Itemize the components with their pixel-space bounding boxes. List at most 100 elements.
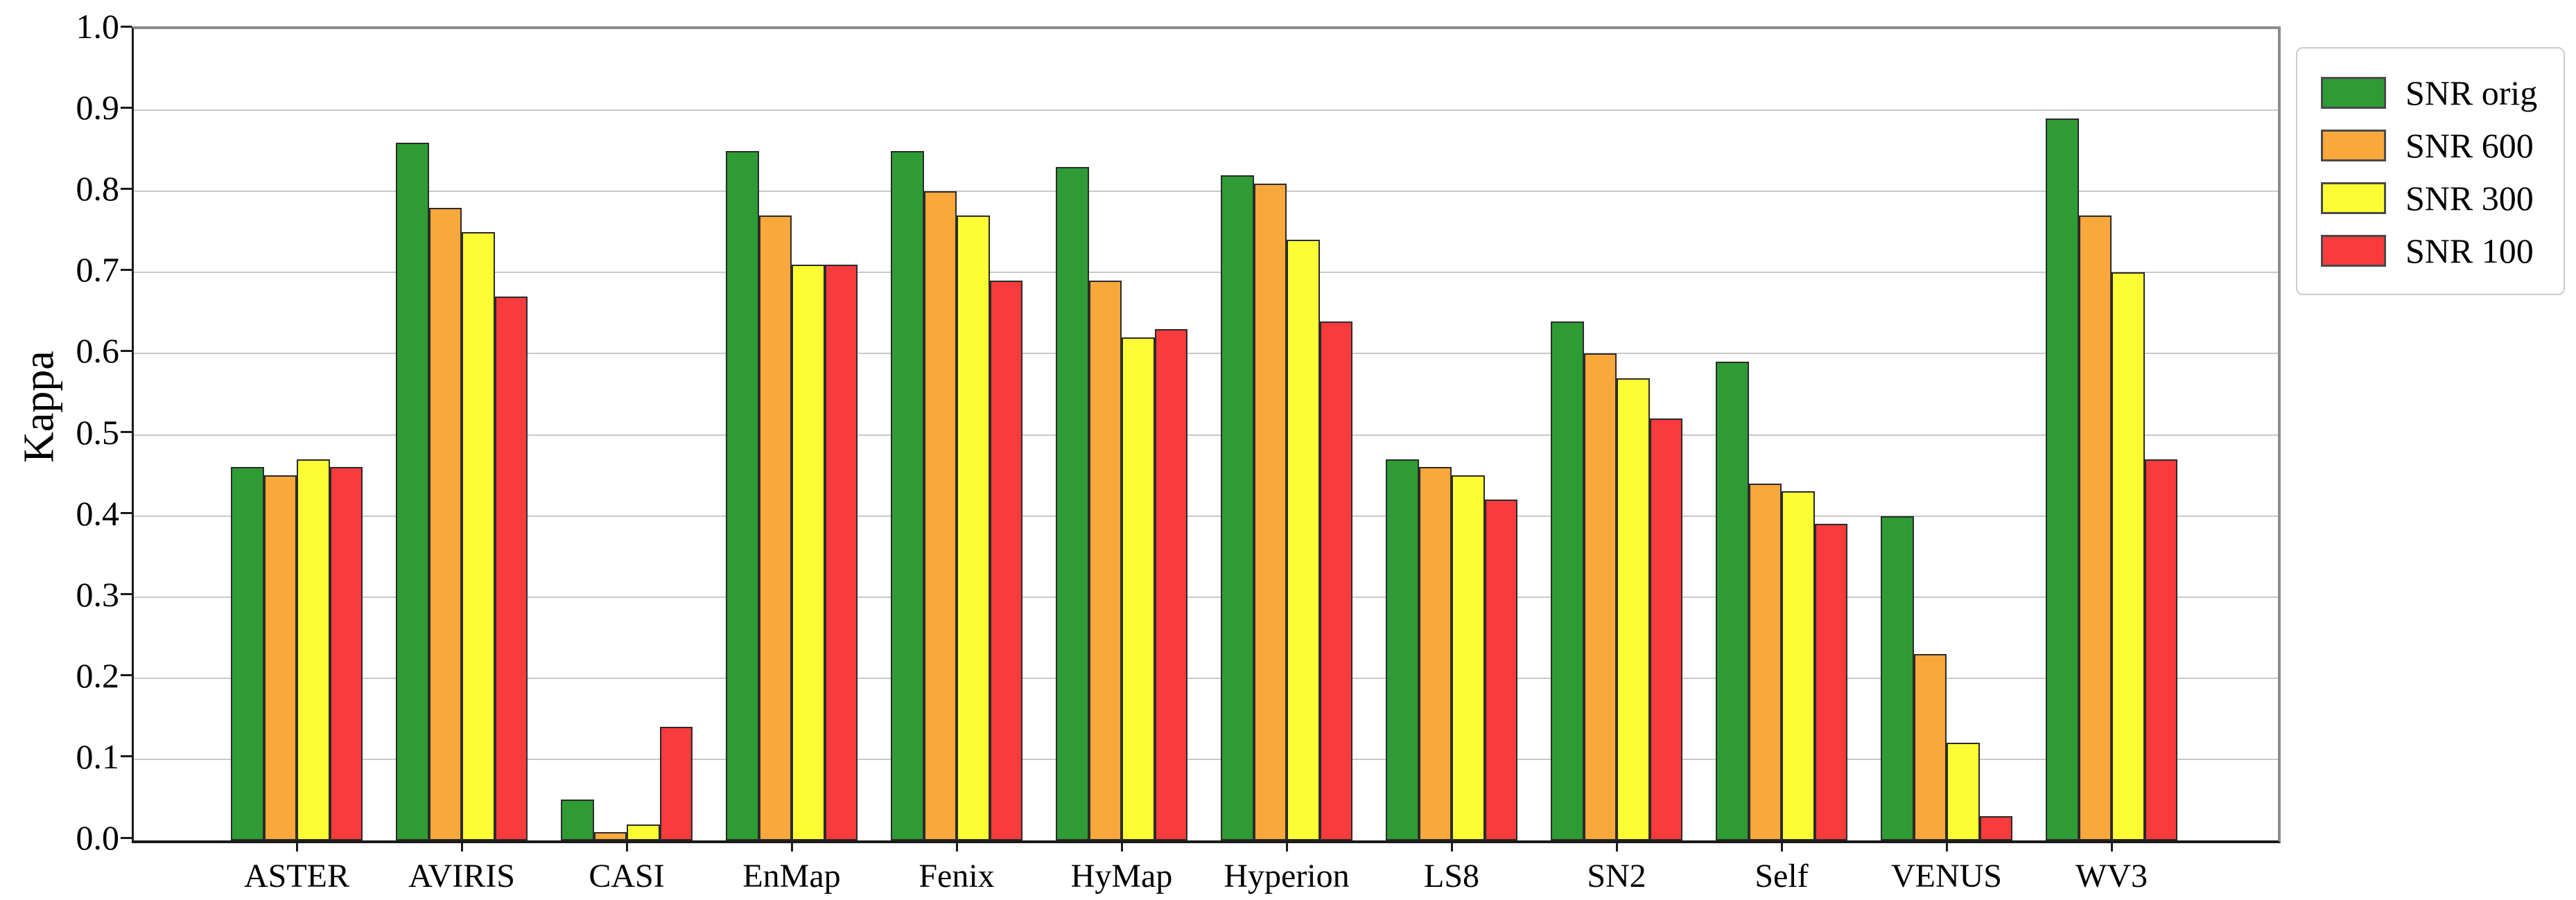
xtick-label-WV3: WV3 bbox=[2075, 858, 2148, 894]
bar-HyMap-SNR-100 bbox=[1154, 329, 1187, 840]
bar-CASI-SNR-100 bbox=[659, 727, 693, 840]
xtick-mark-ASTER bbox=[295, 840, 298, 852]
bar-AVIRIS-SNR-600 bbox=[428, 207, 462, 840]
bar-CASI-SNR-orig bbox=[561, 800, 594, 840]
bar-AVIRIS-SNR-300 bbox=[462, 231, 495, 840]
ytick-label-0.6: 0.6 bbox=[76, 331, 120, 371]
ytick-mark-0.7 bbox=[121, 268, 132, 271]
xtick-mark-HyMap bbox=[1120, 840, 1123, 852]
ytick-mark-0.1 bbox=[121, 755, 132, 758]
legend-swatch-SNR-orig bbox=[2321, 77, 2386, 109]
xtick-label-Hyperion: Hyperion bbox=[1224, 858, 1350, 894]
legend-swatch-SNR-600 bbox=[2321, 130, 2386, 161]
bar-LS8-SNR-orig bbox=[1386, 459, 1419, 840]
xtick-label-EnMap: EnMap bbox=[742, 858, 841, 894]
bar-LS8-SNR-600 bbox=[1418, 467, 1452, 840]
xtick-label-CASI: CASI bbox=[589, 858, 665, 894]
gridline-y-0p7 bbox=[134, 272, 2278, 274]
bar-Fenix-SNR-600 bbox=[923, 191, 957, 840]
bar-VENUS-SNR-100 bbox=[1979, 815, 2012, 840]
gridline-y-0p5 bbox=[134, 434, 2278, 436]
bar-Self-SNR-orig bbox=[1716, 362, 1749, 840]
legend-row-SNR-600: SNR 600 bbox=[2321, 119, 2564, 172]
bar-WV3-SNR-600 bbox=[2078, 215, 2112, 840]
gridline-y-0p6 bbox=[134, 353, 2278, 355]
ytick-mark-0.3 bbox=[121, 593, 132, 596]
bar-AVIRIS-SNR-100 bbox=[494, 297, 528, 840]
gridline-y-0p2 bbox=[134, 677, 2278, 679]
bar-WV3-SNR-300 bbox=[2112, 272, 2145, 840]
legend-row-SNR-orig: SNR orig bbox=[2321, 67, 2564, 119]
bar-EnMap-SNR-600 bbox=[758, 215, 792, 840]
bar-SN2-SNR-100 bbox=[1649, 418, 1682, 840]
gridline-y-0p9 bbox=[134, 109, 2278, 112]
ytick-label-0.2: 0.2 bbox=[76, 655, 120, 695]
legend-row-SNR-100: SNR 100 bbox=[2321, 224, 2564, 277]
bar-LS8-SNR-100 bbox=[1484, 500, 1517, 840]
bar-VENUS-SNR-300 bbox=[1947, 743, 1980, 840]
xtick-label-VENUS: VENUS bbox=[1890, 858, 2003, 894]
legend-label-SNR-orig: SNR orig bbox=[2405, 73, 2538, 112]
ytick-mark-0.2 bbox=[121, 674, 132, 677]
legend: SNR orig SNR 600 SNR 300 SNR 100 bbox=[2296, 47, 2565, 295]
ytick-label-0.8: 0.8 bbox=[76, 169, 120, 209]
legend-swatch-SNR-300 bbox=[2321, 182, 2386, 214]
xtick-label-Self: Self bbox=[1755, 858, 1809, 894]
ytick-mark-1.0 bbox=[121, 25, 132, 28]
bar-Hyperion-SNR-300 bbox=[1287, 240, 1320, 840]
bar-VENUS-SNR-600 bbox=[1913, 653, 1947, 840]
legend-label-SNR-300: SNR 300 bbox=[2405, 179, 2534, 218]
xtick-mark-CASI bbox=[625, 840, 628, 852]
ytick-label-0.3: 0.3 bbox=[76, 574, 120, 614]
xtick-label-HyMap: HyMap bbox=[1070, 858, 1173, 894]
ytick-mark-0.5 bbox=[121, 431, 132, 433]
bar-Self-SNR-300 bbox=[1782, 491, 1815, 840]
bar-Hyperion-SNR-orig bbox=[1221, 175, 1254, 840]
gridline-y-0p8 bbox=[134, 191, 2278, 193]
ytick-mark-0.0 bbox=[121, 836, 132, 839]
bar-HyMap-SNR-orig bbox=[1056, 167, 1089, 840]
bar-EnMap-SNR-orig bbox=[726, 150, 759, 840]
bar-Self-SNR-100 bbox=[1814, 524, 1847, 840]
gridline-y-0p1 bbox=[134, 758, 2278, 760]
xtick-mark-Fenix bbox=[955, 840, 958, 852]
legend-swatch-SNR-100 bbox=[2321, 235, 2386, 267]
bar-AVIRIS-SNR-orig bbox=[396, 142, 429, 840]
ytick-mark-0.9 bbox=[121, 106, 132, 109]
xtick-mark-AVIRIS bbox=[460, 840, 463, 852]
bar-Hyperion-SNR-100 bbox=[1319, 321, 1352, 840]
xtick-mark-LS8 bbox=[1450, 840, 1453, 852]
xtick-label-Fenix: Fenix bbox=[919, 858, 995, 894]
bar-HyMap-SNR-600 bbox=[1088, 281, 1122, 840]
bar-Fenix-SNR-300 bbox=[957, 215, 990, 840]
ytick-mark-0.6 bbox=[121, 349, 132, 352]
gridline-y-0p3 bbox=[134, 596, 2278, 598]
ytick-mark-0.8 bbox=[121, 187, 132, 190]
ytick-label-0.5: 0.5 bbox=[76, 412, 120, 452]
bar-ASTER-SNR-100 bbox=[329, 467, 363, 840]
xtick-label-LS8: LS8 bbox=[1423, 858, 1480, 894]
bar-SN2-SNR-300 bbox=[1617, 378, 1650, 840]
legend-row-SNR-300: SNR 300 bbox=[2321, 172, 2564, 224]
xtick-mark-Self bbox=[1780, 840, 1783, 852]
bar-WV3-SNR-orig bbox=[2046, 118, 2079, 840]
bar-EnMap-SNR-300 bbox=[792, 264, 825, 840]
xtick-mark-VENUS bbox=[1945, 840, 1948, 852]
xtick-label-SN2: SN2 bbox=[1587, 858, 1646, 894]
legend-label-SNR-100: SNR 100 bbox=[2405, 231, 2534, 270]
xtick-mark-Hyperion bbox=[1285, 840, 1288, 852]
plot-area bbox=[132, 26, 2281, 843]
xtick-mark-SN2 bbox=[1615, 840, 1618, 852]
legend-label-SNR-600: SNR 600 bbox=[2405, 126, 2534, 165]
xtick-label-AVIRIS: AVIRIS bbox=[408, 858, 515, 894]
gridline-y-0p4 bbox=[134, 515, 2278, 517]
bar-CASI-SNR-300 bbox=[627, 824, 660, 840]
bar-CASI-SNR-600 bbox=[593, 832, 627, 840]
bar-HyMap-SNR-300 bbox=[1122, 337, 1155, 840]
bar-SN2-SNR-orig bbox=[1551, 321, 1584, 840]
bar-Fenix-SNR-orig bbox=[891, 150, 924, 840]
ytick-label-0.4: 0.4 bbox=[76, 493, 120, 533]
bar-WV3-SNR-100 bbox=[2144, 459, 2177, 840]
bar-SN2-SNR-600 bbox=[1583, 353, 1617, 840]
